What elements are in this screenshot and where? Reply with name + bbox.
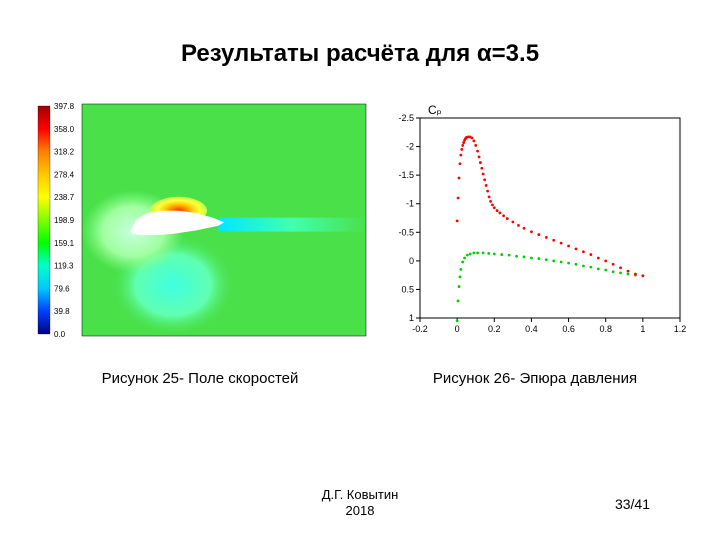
svg-text:-1: -1	[406, 199, 414, 209]
svg-text:1: 1	[640, 324, 645, 334]
cp-plot-figure: Cₚ-2.5-2-1.5-1-0.500.51-0.200.20.40.60.8…	[380, 100, 690, 340]
footer-year: 2018	[0, 503, 720, 518]
svg-text:79.6: 79.6	[54, 284, 70, 293]
svg-text:-2: -2	[406, 142, 414, 152]
caption-left: Рисунок 25- Поле скоростей	[30, 370, 370, 387]
cp-plot-svg: Cₚ-2.5-2-1.5-1-0.500.51-0.200.20.40.60.8…	[380, 100, 690, 340]
svg-text:-2.5: -2.5	[398, 113, 414, 123]
svg-text:159.1: 159.1	[54, 239, 75, 248]
svg-text:1.2: 1.2	[674, 324, 687, 334]
captions-row: Рисунок 25- Поле скоростей Рисунок 26- Э…	[30, 370, 690, 387]
svg-text:119.3: 119.3	[54, 262, 74, 271]
caption-right: Рисунок 26- Эпюра давления	[380, 370, 690, 387]
svg-text:318.2: 318.2	[54, 148, 75, 157]
svg-text:0: 0	[409, 256, 414, 266]
figures-row: 397.8 358.0 318.2 278.4 238.7 198.9 159.1 119.3…	[30, 100, 690, 340]
svg-text:1: 1	[409, 313, 414, 323]
page-number: 33/41	[615, 496, 650, 512]
svg-text:198.9: 198.9	[54, 216, 75, 225]
svg-text:0: 0	[455, 324, 460, 334]
svg-text:278.4: 278.4	[54, 170, 75, 179]
svg-text:397.8: 397.8	[54, 102, 75, 111]
velocity-field-figure: 397.8 358.0 318.2 278.4 238.7 198.9 159.1 119.3…	[30, 100, 370, 340]
svg-text:0.4: 0.4	[525, 324, 538, 334]
svg-text:0.2: 0.2	[488, 324, 501, 334]
svg-text:0.5: 0.5	[401, 284, 414, 294]
svg-text:0.0: 0.0	[54, 330, 66, 339]
svg-text:-1.5: -1.5	[398, 170, 414, 180]
slide: Результаты расчёта для α=3.5 397.8358.03…	[0, 0, 720, 540]
slide-title: Результаты расчёта для α=3.5	[0, 40, 720, 68]
svg-text:-0.5: -0.5	[398, 227, 414, 237]
svg-text:358.0: 358.0	[54, 125, 75, 134]
footer-author: Д.Г. Ковытин	[0, 487, 720, 502]
svg-text:238.7: 238.7	[54, 193, 75, 202]
svg-text:Cₚ: Cₚ	[428, 103, 442, 117]
velocity-field-svg: 397.8 358.0 318.2 278.4 238.7 198.9 159.1 119.3…	[30, 100, 370, 340]
svg-text:39.8: 39.8	[54, 307, 70, 316]
svg-text:-0.2: -0.2	[412, 324, 428, 334]
svg-text:0.6: 0.6	[562, 324, 575, 334]
svg-text:0.8: 0.8	[599, 324, 612, 334]
